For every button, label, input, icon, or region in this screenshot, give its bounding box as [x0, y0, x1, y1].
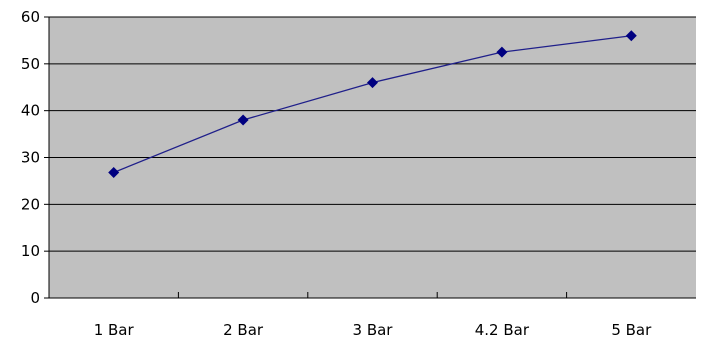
- data-point-4: [625, 30, 637, 42]
- data-point-3: [496, 46, 508, 58]
- y-tick-labels: 0 10 20 30 40 50 60: [21, 8, 40, 307]
- y-tick-label-40: 40: [21, 102, 40, 120]
- data-point-0: [108, 166, 120, 178]
- axes: [48, 17, 696, 299]
- x-tick-labels: 1 Bar 2 Bar 3 Bar 4.2 Bar 5 Bar: [94, 321, 652, 339]
- x-tick-label-1: 2 Bar: [223, 321, 264, 339]
- y-tick-label-50: 50: [21, 55, 40, 73]
- data-point-1: [237, 114, 249, 126]
- y-tick-label-0: 0: [30, 289, 40, 307]
- y-tick-label-20: 20: [21, 195, 40, 213]
- data-point-2: [367, 77, 378, 89]
- x-tick-label-3: 4.2 Bar: [475, 321, 530, 339]
- y-tick-label-60: 60: [21, 8, 40, 26]
- x-tick-label-0: 1 Bar: [94, 321, 135, 339]
- y-tick-label-10: 10: [21, 242, 40, 260]
- x-tick-label-4: 5 Bar: [611, 321, 652, 339]
- y-tick-label-30: 30: [21, 149, 40, 167]
- x-tick-label-2: 3 Bar: [353, 321, 394, 339]
- gridlines: [44, 16, 696, 299]
- series-layer: [108, 30, 637, 178]
